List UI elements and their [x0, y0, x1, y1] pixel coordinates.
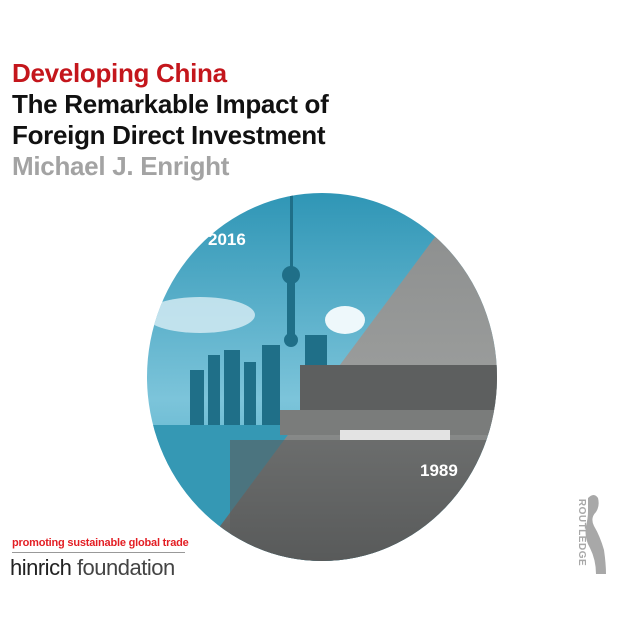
year-label-modern: 2016 [208, 230, 246, 249]
sponsor-name-bold: hinrich [10, 555, 72, 580]
sponsor-name-light: foundation [76, 555, 175, 580]
sponsor-divider [12, 552, 185, 553]
cloud [325, 306, 365, 334]
old-city-buildings [280, 365, 497, 440]
book-title-line-2: Foreign Direct Investment [12, 120, 326, 150]
publisher-name: ROUTLEDGE [576, 498, 588, 567]
author-name: Michael J. Enright [12, 151, 230, 181]
old-river [230, 440, 497, 561]
book-title-line-1: The Remarkable Impact of [12, 89, 329, 119]
series-title: Developing China [12, 58, 227, 88]
routledge-logo-icon [585, 495, 606, 574]
year-label-old: 1989 [420, 461, 458, 480]
cloud [147, 297, 255, 333]
sponsor-logo: hinrich foundation [10, 555, 175, 581]
sponsor-tagline: promoting sustainable global trade [12, 537, 189, 549]
